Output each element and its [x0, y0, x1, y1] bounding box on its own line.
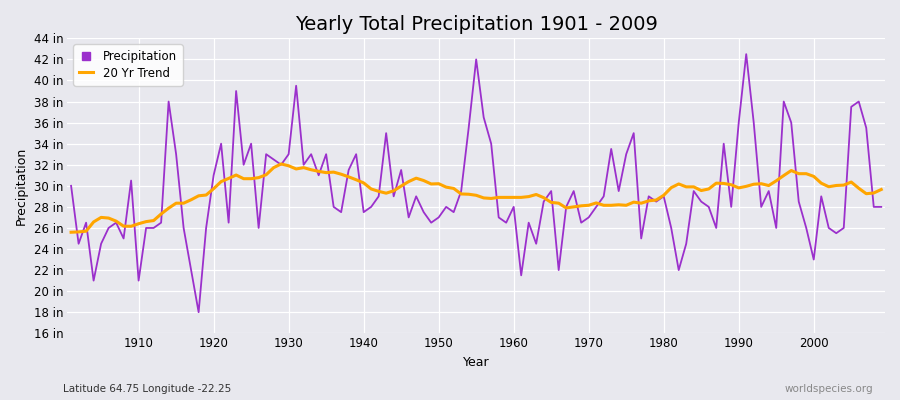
Precipitation — [194, 310, 204, 315]
Precipitation — [66, 184, 77, 188]
Line: 20 Yr Trend: 20 Yr Trend — [71, 164, 881, 232]
Precipitation — [876, 204, 886, 209]
20 Yr Trend — [876, 187, 886, 192]
Text: worldspecies.org: worldspecies.org — [785, 384, 873, 394]
Title: Yearly Total Precipitation 1901 - 2009: Yearly Total Precipitation 1901 - 2009 — [294, 15, 658, 34]
Legend: Precipitation, 20 Yr Trend: Precipitation, 20 Yr Trend — [73, 44, 183, 86]
Precipitation — [741, 52, 751, 56]
20 Yr Trend — [606, 203, 616, 208]
20 Yr Trend — [298, 165, 309, 170]
Precipitation — [126, 178, 137, 183]
Precipitation — [606, 146, 616, 151]
X-axis label: Year: Year — [463, 356, 490, 369]
Line: Precipitation: Precipitation — [71, 54, 881, 312]
20 Yr Trend — [66, 230, 77, 235]
20 Yr Trend — [343, 174, 354, 179]
20 Yr Trend — [516, 195, 526, 200]
20 Yr Trend — [508, 195, 519, 200]
20 Yr Trend — [275, 162, 286, 166]
Precipitation — [508, 204, 519, 209]
Precipitation — [516, 273, 526, 278]
Text: Latitude 64.75 Longitude -22.25: Latitude 64.75 Longitude -22.25 — [63, 384, 231, 394]
Precipitation — [343, 168, 354, 172]
20 Yr Trend — [126, 224, 137, 229]
Y-axis label: Precipitation: Precipitation — [15, 147, 28, 225]
Precipitation — [298, 162, 309, 167]
